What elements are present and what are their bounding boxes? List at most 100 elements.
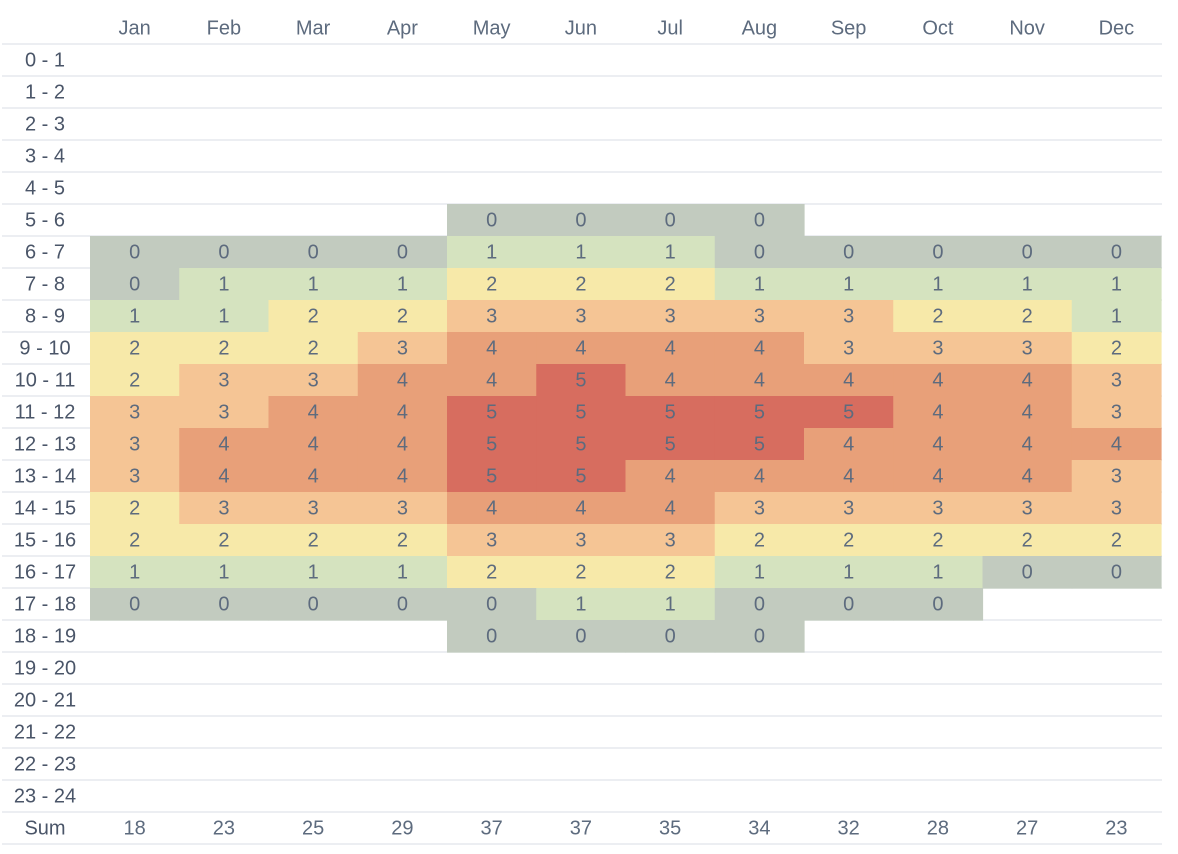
cell-value-label: 3 xyxy=(754,305,765,327)
heatmap-cell xyxy=(714,300,805,333)
row-label-6-7: 6 - 7 xyxy=(25,241,65,263)
heatmap-cell xyxy=(714,460,805,493)
heatmap-cell xyxy=(804,428,894,461)
row-label-0-1: 0 - 1 xyxy=(25,49,65,71)
cell-value-label: 2 xyxy=(575,273,586,295)
cell-value-label: 2 xyxy=(1111,529,1122,551)
cell-value-label: 2 xyxy=(932,529,943,551)
heatmap-cell xyxy=(90,396,180,429)
cell-value-label: 2 xyxy=(218,337,229,359)
cell-value-label: 3 xyxy=(843,497,854,519)
heatmap-cell xyxy=(982,428,1073,461)
cell-value-label: 0 xyxy=(1022,241,1033,263)
heatmap-cell xyxy=(179,396,270,429)
cell-value-label: 2 xyxy=(754,529,765,551)
cell-value-label: 4 xyxy=(754,337,765,359)
heatmap-cell xyxy=(804,268,894,301)
column-label-mar: Mar xyxy=(296,17,331,39)
cell-value-label: 2 xyxy=(397,305,408,327)
cell-value-label: 4 xyxy=(843,369,854,391)
heatmap-cell xyxy=(625,524,716,557)
heatmap-cell xyxy=(893,524,984,557)
row-label-19-20: 19 - 20 xyxy=(14,657,76,679)
cell-value-label: 5 xyxy=(486,465,497,487)
column-label-may: May xyxy=(473,17,511,39)
heatmap-cells: 0 0 0 0 0 0 0 0 1 1 1 0 0 0 0 0 0 1 1 1 2 2 2 1 1 1 1 1 1 1 2 2 3 3 3 3 3 2 2 1… xyxy=(90,204,1162,653)
heatmap-cell xyxy=(982,492,1073,525)
heatmap-cell xyxy=(179,588,270,621)
row-label-2-3: 2 - 3 xyxy=(25,113,65,135)
heatmap-cell xyxy=(536,396,627,429)
cell-value-label: 0 xyxy=(1111,561,1122,583)
heatmap-cell xyxy=(893,332,984,365)
cell-value-label: 5 xyxy=(754,433,765,455)
heatmap-cell xyxy=(804,492,894,525)
heatmap-cell xyxy=(893,364,984,397)
heatmap-cell xyxy=(982,396,1073,429)
heatmap-cell xyxy=(893,396,984,429)
cell-value-label: 4 xyxy=(1022,401,1033,423)
column-label-jun: Jun xyxy=(565,17,597,39)
cell-value-label: 0 xyxy=(754,625,765,647)
heatmap-cell xyxy=(1071,332,1162,365)
cell-value-label: 3 xyxy=(1111,369,1122,391)
cell-value-label: 3 xyxy=(1022,337,1033,359)
row-label-17-18: 17 - 18 xyxy=(14,593,76,615)
heatmap-cell xyxy=(179,524,270,557)
sum-value-apr: 29 xyxy=(391,817,413,839)
heatmap-cell xyxy=(714,332,805,365)
cell-value-label: 2 xyxy=(308,529,319,551)
cell-value-label: 5 xyxy=(754,401,765,423)
heatmap-cell xyxy=(714,396,805,429)
cell-value-label: 0 xyxy=(397,241,408,263)
row-label-22-23: 22 - 23 xyxy=(14,753,76,775)
heatmap-cell xyxy=(982,556,1073,589)
heatmap-cell xyxy=(536,460,627,493)
heatmap-cell xyxy=(804,588,894,621)
column-labels: Jan Feb Mar Apr May Jun Jul Aug Sep Oct Nov Dec xyxy=(119,17,1135,39)
heatmap-cell xyxy=(714,524,805,557)
row-label-18-19: 18 - 19 xyxy=(14,625,76,647)
cell-value-label: 4 xyxy=(218,433,229,455)
cell-value-label: 3 xyxy=(486,529,497,551)
cell-value-label: 5 xyxy=(575,465,586,487)
heatmap-cell xyxy=(714,620,805,653)
heatmap-cell xyxy=(90,236,180,269)
cell-value-label: 0 xyxy=(1111,241,1122,263)
sum-value-aug: 34 xyxy=(748,817,770,839)
row-label-13-14: 13 - 14 xyxy=(14,465,76,487)
heatmap-cell xyxy=(447,492,537,525)
heatmap-cell xyxy=(447,364,537,397)
heatmap-cell xyxy=(982,300,1073,333)
cell-value-label: 2 xyxy=(575,561,586,583)
cell-value-label: 4 xyxy=(218,465,229,487)
heatmap-cell xyxy=(357,364,448,397)
heatmap-cell xyxy=(625,492,716,525)
cell-value-label: 5 xyxy=(575,433,586,455)
column-label-aug: Aug xyxy=(742,17,778,39)
heatmap-cell xyxy=(357,556,448,589)
heatmap-cell xyxy=(447,396,537,429)
cell-value-label: 4 xyxy=(932,401,943,423)
cell-value-label: 0 xyxy=(932,593,943,615)
cell-value-label: 0 xyxy=(129,273,140,295)
heatmap-cell xyxy=(447,620,537,653)
row-label-10-11: 10 - 11 xyxy=(15,369,76,391)
cell-value-label: 2 xyxy=(129,337,140,359)
cell-value-label: 4 xyxy=(397,401,408,423)
row-label-12-13: 12 - 13 xyxy=(14,433,76,455)
cell-value-label: 0 xyxy=(129,241,140,263)
cell-value-label: 5 xyxy=(575,369,586,391)
heatmap-cell xyxy=(268,556,359,589)
heatmap-cell xyxy=(1071,428,1162,461)
heatmap-cell xyxy=(536,268,627,301)
heatmap-cell xyxy=(179,332,270,365)
cell-value-label: 4 xyxy=(665,465,676,487)
cell-value-label: 2 xyxy=(308,305,319,327)
sum-value-feb: 23 xyxy=(213,817,235,839)
cell-value-label: 4 xyxy=(308,433,319,455)
heatmap-cell xyxy=(625,588,716,621)
cell-value-label: 1 xyxy=(932,561,943,583)
cell-value-label: 4 xyxy=(486,369,497,391)
cell-value-label: 1 xyxy=(575,593,586,615)
